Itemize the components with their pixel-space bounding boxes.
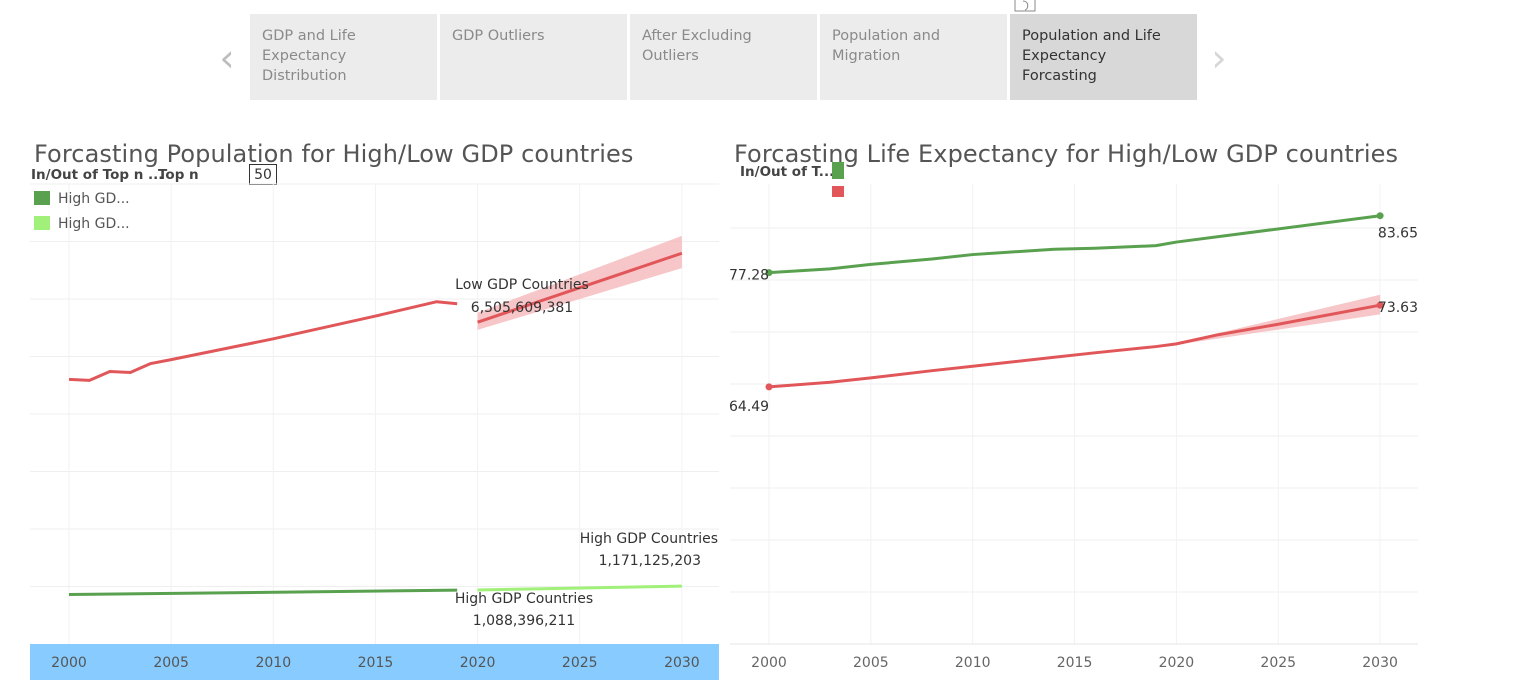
tab-after-excluding-outliers[interactable]: After Excluding Outliers bbox=[630, 14, 817, 100]
series-start-point bbox=[765, 269, 773, 277]
chevron-right-icon[interactable]: › bbox=[1211, 36, 1227, 80]
x-tick-label: 2005 bbox=[853, 655, 889, 671]
legend-swatch-high-gdp[interactable] bbox=[832, 162, 844, 179]
series-end-point bbox=[1376, 212, 1384, 220]
topn-label: Top n bbox=[158, 167, 199, 183]
x-tick-label: 2000 bbox=[51, 655, 87, 671]
legend-title: In/Out of Top n ... bbox=[31, 167, 164, 183]
data-label: 77.28 bbox=[729, 268, 769, 284]
data-label: 1,171,125,203 bbox=[599, 553, 701, 569]
series-line bbox=[477, 251, 683, 324]
tab-gdp-outliers[interactable]: GDP Outliers bbox=[440, 14, 627, 100]
series-line bbox=[68, 588, 458, 597]
tab-population-life-expectancy-forcasting[interactable]: Population and Life Expectancy Forcastin… bbox=[1010, 14, 1197, 100]
tab-gdp-life-expectancy-distribution[interactable]: GDP and Life Expectancy Distribution bbox=[250, 14, 437, 100]
x-tick-label: 2015 bbox=[358, 655, 394, 671]
legend-label: High GD... bbox=[58, 191, 130, 207]
chevron-left-icon[interactable]: ‹ bbox=[219, 36, 235, 80]
x-tick-label: 2020 bbox=[1159, 655, 1195, 671]
series-line bbox=[768, 303, 1381, 389]
data-label: Low GDP Countries bbox=[455, 277, 589, 293]
population-forecast-chart: 2000 2005 2010 2015 2020 2025 2030 Low GDP Coun… bbox=[30, 183, 719, 680]
data-label: High GDP Countries bbox=[580, 531, 718, 547]
data-label: 1,088,396,211 bbox=[473, 613, 575, 629]
x-axis-highlight bbox=[30, 644, 719, 680]
x-tick-label: 2000 bbox=[751, 655, 787, 671]
legend-item-high-gdp[interactable]: High GD... bbox=[34, 191, 130, 207]
series-start-point bbox=[765, 383, 773, 391]
data-label: 6,505,609,381 bbox=[471, 300, 573, 316]
x-tick-label: 2010 bbox=[955, 655, 991, 671]
series-line bbox=[477, 584, 682, 592]
legend-swatch bbox=[34, 216, 50, 230]
x-tick-label: 2015 bbox=[1057, 655, 1093, 671]
life-expectancy-chart-title: Forcasting Life Expectancy for High/Low … bbox=[734, 140, 1399, 168]
x-tick-label: 2020 bbox=[460, 655, 496, 671]
population-chart-title: Forcasting Population for High/Low GDP c… bbox=[34, 140, 634, 168]
x-tick-label: 2010 bbox=[255, 655, 291, 671]
legend-swatch bbox=[34, 191, 50, 205]
x-tick-label: 2025 bbox=[1260, 655, 1296, 671]
data-label: 64.49 bbox=[729, 399, 769, 415]
legend-item-high-gdp-forecast[interactable]: High GD... bbox=[34, 216, 130, 232]
legend-title: In/Out of T... bbox=[740, 164, 835, 180]
x-tick-label: 2030 bbox=[664, 655, 700, 671]
x-tick-label: 2025 bbox=[562, 655, 598, 671]
x-tick-label: 2030 bbox=[1362, 655, 1398, 671]
pointer-icon bbox=[1014, 0, 1036, 12]
series-end-point bbox=[1376, 301, 1384, 309]
series-line bbox=[768, 214, 1381, 275]
tab-population-migration[interactable]: Population and Migration bbox=[820, 14, 1007, 100]
topn-input[interactable]: 50 bbox=[249, 164, 277, 185]
series-line bbox=[68, 300, 458, 382]
legend-swatch-low-gdp[interactable] bbox=[832, 186, 844, 197]
data-label: 83.65 bbox=[1378, 226, 1418, 242]
x-tick-label: 2005 bbox=[153, 655, 189, 671]
data-label: High GDP Countries bbox=[455, 591, 593, 607]
legend-label: High GD... bbox=[58, 216, 130, 232]
data-label: 73.63 bbox=[1378, 300, 1418, 316]
